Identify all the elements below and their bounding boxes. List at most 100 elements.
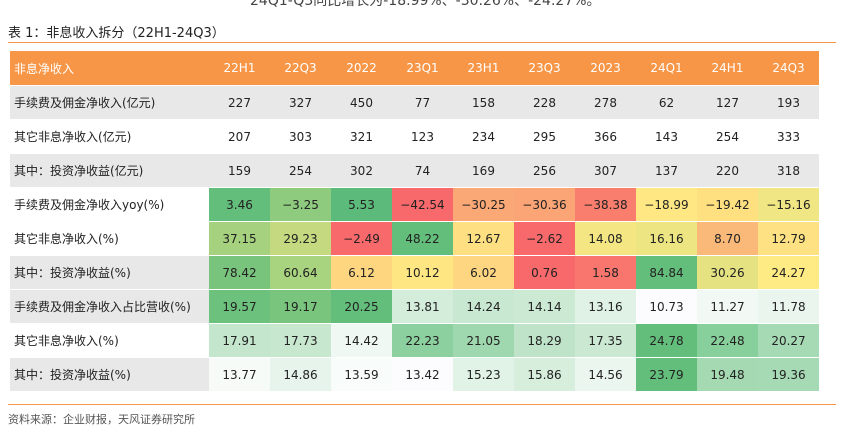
cell: 6.02: [453, 255, 514, 290]
cell: 14.42: [331, 323, 392, 358]
header-cell: 非息净收入: [10, 51, 209, 86]
cell: 19.48: [697, 357, 758, 392]
cell: 22.48: [697, 323, 758, 358]
cell: 123: [392, 119, 453, 154]
cell: −3.25: [270, 187, 331, 222]
cell: 24.78: [636, 323, 697, 358]
cell: 295: [514, 119, 575, 154]
cell: −15.16: [758, 187, 819, 222]
header-cell: 22H1: [209, 51, 270, 86]
cell: 48.22: [392, 221, 453, 256]
cell: 13.42: [392, 357, 453, 392]
cell: 37.15: [209, 221, 270, 256]
table-title: 表 1：非息收入拆分（22H1-24Q3）: [8, 26, 225, 41]
cell: 158: [453, 85, 514, 120]
cell: 22.23: [392, 323, 453, 358]
cell: 5.53: [331, 187, 392, 222]
cell: 14.86: [270, 357, 331, 392]
header-cell: 23H1: [453, 51, 514, 86]
table-row: 手续费及佣金净收入占比营收(%) 19.57 19.17 20.25 13.81 14.2…: [10, 289, 819, 324]
cell: 137: [636, 153, 697, 188]
table-row: 其中：投资净收益(%) 13.77 14.86 13.59 13.42 15.23 15.8…: [10, 357, 819, 392]
cell: 15.86: [514, 357, 575, 392]
cell: 234: [453, 119, 514, 154]
table-row: 其它非息净收入(%) 37.15 29.23 −2.49 48.22 12.67 −2.62…: [10, 221, 819, 256]
cell: 278: [575, 85, 636, 120]
cell: 3.46: [209, 187, 270, 222]
cell: 228: [514, 85, 575, 120]
cell: 366: [575, 119, 636, 154]
cell: 143: [636, 119, 697, 154]
cell: 13.16: [575, 289, 636, 324]
cell: 20.25: [331, 289, 392, 324]
cell: 12.67: [453, 221, 514, 256]
cell: 17.91: [209, 323, 270, 358]
cell: 74: [392, 153, 453, 188]
cell: 60.64: [270, 255, 331, 290]
cell: 307: [575, 153, 636, 188]
cell: 6.12: [331, 255, 392, 290]
cell: −30.25: [453, 187, 514, 222]
cell: 13.59: [331, 357, 392, 392]
cell: 18.29: [514, 323, 575, 358]
table: 非息净收入 22H1 22Q3 2022 23Q1 23H1 23Q3 2023 24Q1 24H…: [10, 51, 819, 392]
rule: [8, 404, 836, 405]
table-row: 其中：投资净收益(%) 78.42 60.64 6.12 10.12 6.02 0.76 1.…: [10, 255, 819, 290]
cell: 193: [758, 85, 819, 120]
cell: 11.27: [697, 289, 758, 324]
cell: 1.58: [575, 255, 636, 290]
cell: 78.42: [209, 255, 270, 290]
cell: 303: [270, 119, 331, 154]
cell: 77: [392, 85, 453, 120]
cell: −2.62: [514, 221, 575, 256]
cell: 8.70: [697, 221, 758, 256]
cell: 19.36: [758, 357, 819, 392]
cell: 24.27: [758, 255, 819, 290]
cell: 13.77: [209, 357, 270, 392]
cell: −30.36: [514, 187, 575, 222]
cell: 10.73: [636, 289, 697, 324]
cell: 23.79: [636, 357, 697, 392]
cell: 21.05: [453, 323, 514, 358]
cell: 17.73: [270, 323, 331, 358]
header-cell: 24Q3: [758, 51, 819, 86]
row-label: 其它非息净收入(%): [10, 221, 209, 256]
cell: 333: [758, 119, 819, 154]
cell: 321: [331, 119, 392, 154]
row-label: 其中：投资净收益(亿元): [10, 153, 209, 188]
table-row: 其它非息净收入(亿元) 207 303 321 123 234 295 366 143 254 33…: [10, 119, 819, 154]
cell: 30.26: [697, 255, 758, 290]
cell: 13.81: [392, 289, 453, 324]
cell: 207: [209, 119, 270, 154]
cell: 14.56: [575, 357, 636, 392]
cell: −42.54: [392, 187, 453, 222]
cell: 254: [697, 119, 758, 154]
row-label: 手续费及佣金净收入(亿元): [10, 85, 209, 120]
cell: 19.57: [209, 289, 270, 324]
cell: 17.35: [575, 323, 636, 358]
cell: 169: [453, 153, 514, 188]
cell: 220: [697, 153, 758, 188]
cell: 14.14: [514, 289, 575, 324]
cell: 12.79: [758, 221, 819, 256]
cell: 302: [331, 153, 392, 188]
cell: 14.08: [575, 221, 636, 256]
cell: 327: [270, 85, 331, 120]
row-label: 手续费及佣金净收入占比营收(%): [10, 289, 209, 324]
cell: 159: [209, 153, 270, 188]
row-label: 其中：投资净收益(%): [10, 255, 209, 290]
cell: 227: [209, 85, 270, 120]
cell: 127: [697, 85, 758, 120]
cell: 450: [331, 85, 392, 120]
rule: [8, 42, 836, 43]
cell: 0.76: [514, 255, 575, 290]
cell: 29.23: [270, 221, 331, 256]
table-row: 手续费及佣金净收入(亿元) 227 327 450 77 158 228 278 62 127 19…: [10, 85, 819, 120]
cell: 16.16: [636, 221, 697, 256]
header-cell: 23Q1: [392, 51, 453, 86]
table-row: 其它非息净收入(%) 17.91 17.73 14.42 22.23 21.05 18.29…: [10, 323, 819, 358]
header-cell: 23Q3: [514, 51, 575, 86]
cell: 62: [636, 85, 697, 120]
cell: −18.99: [636, 187, 697, 222]
